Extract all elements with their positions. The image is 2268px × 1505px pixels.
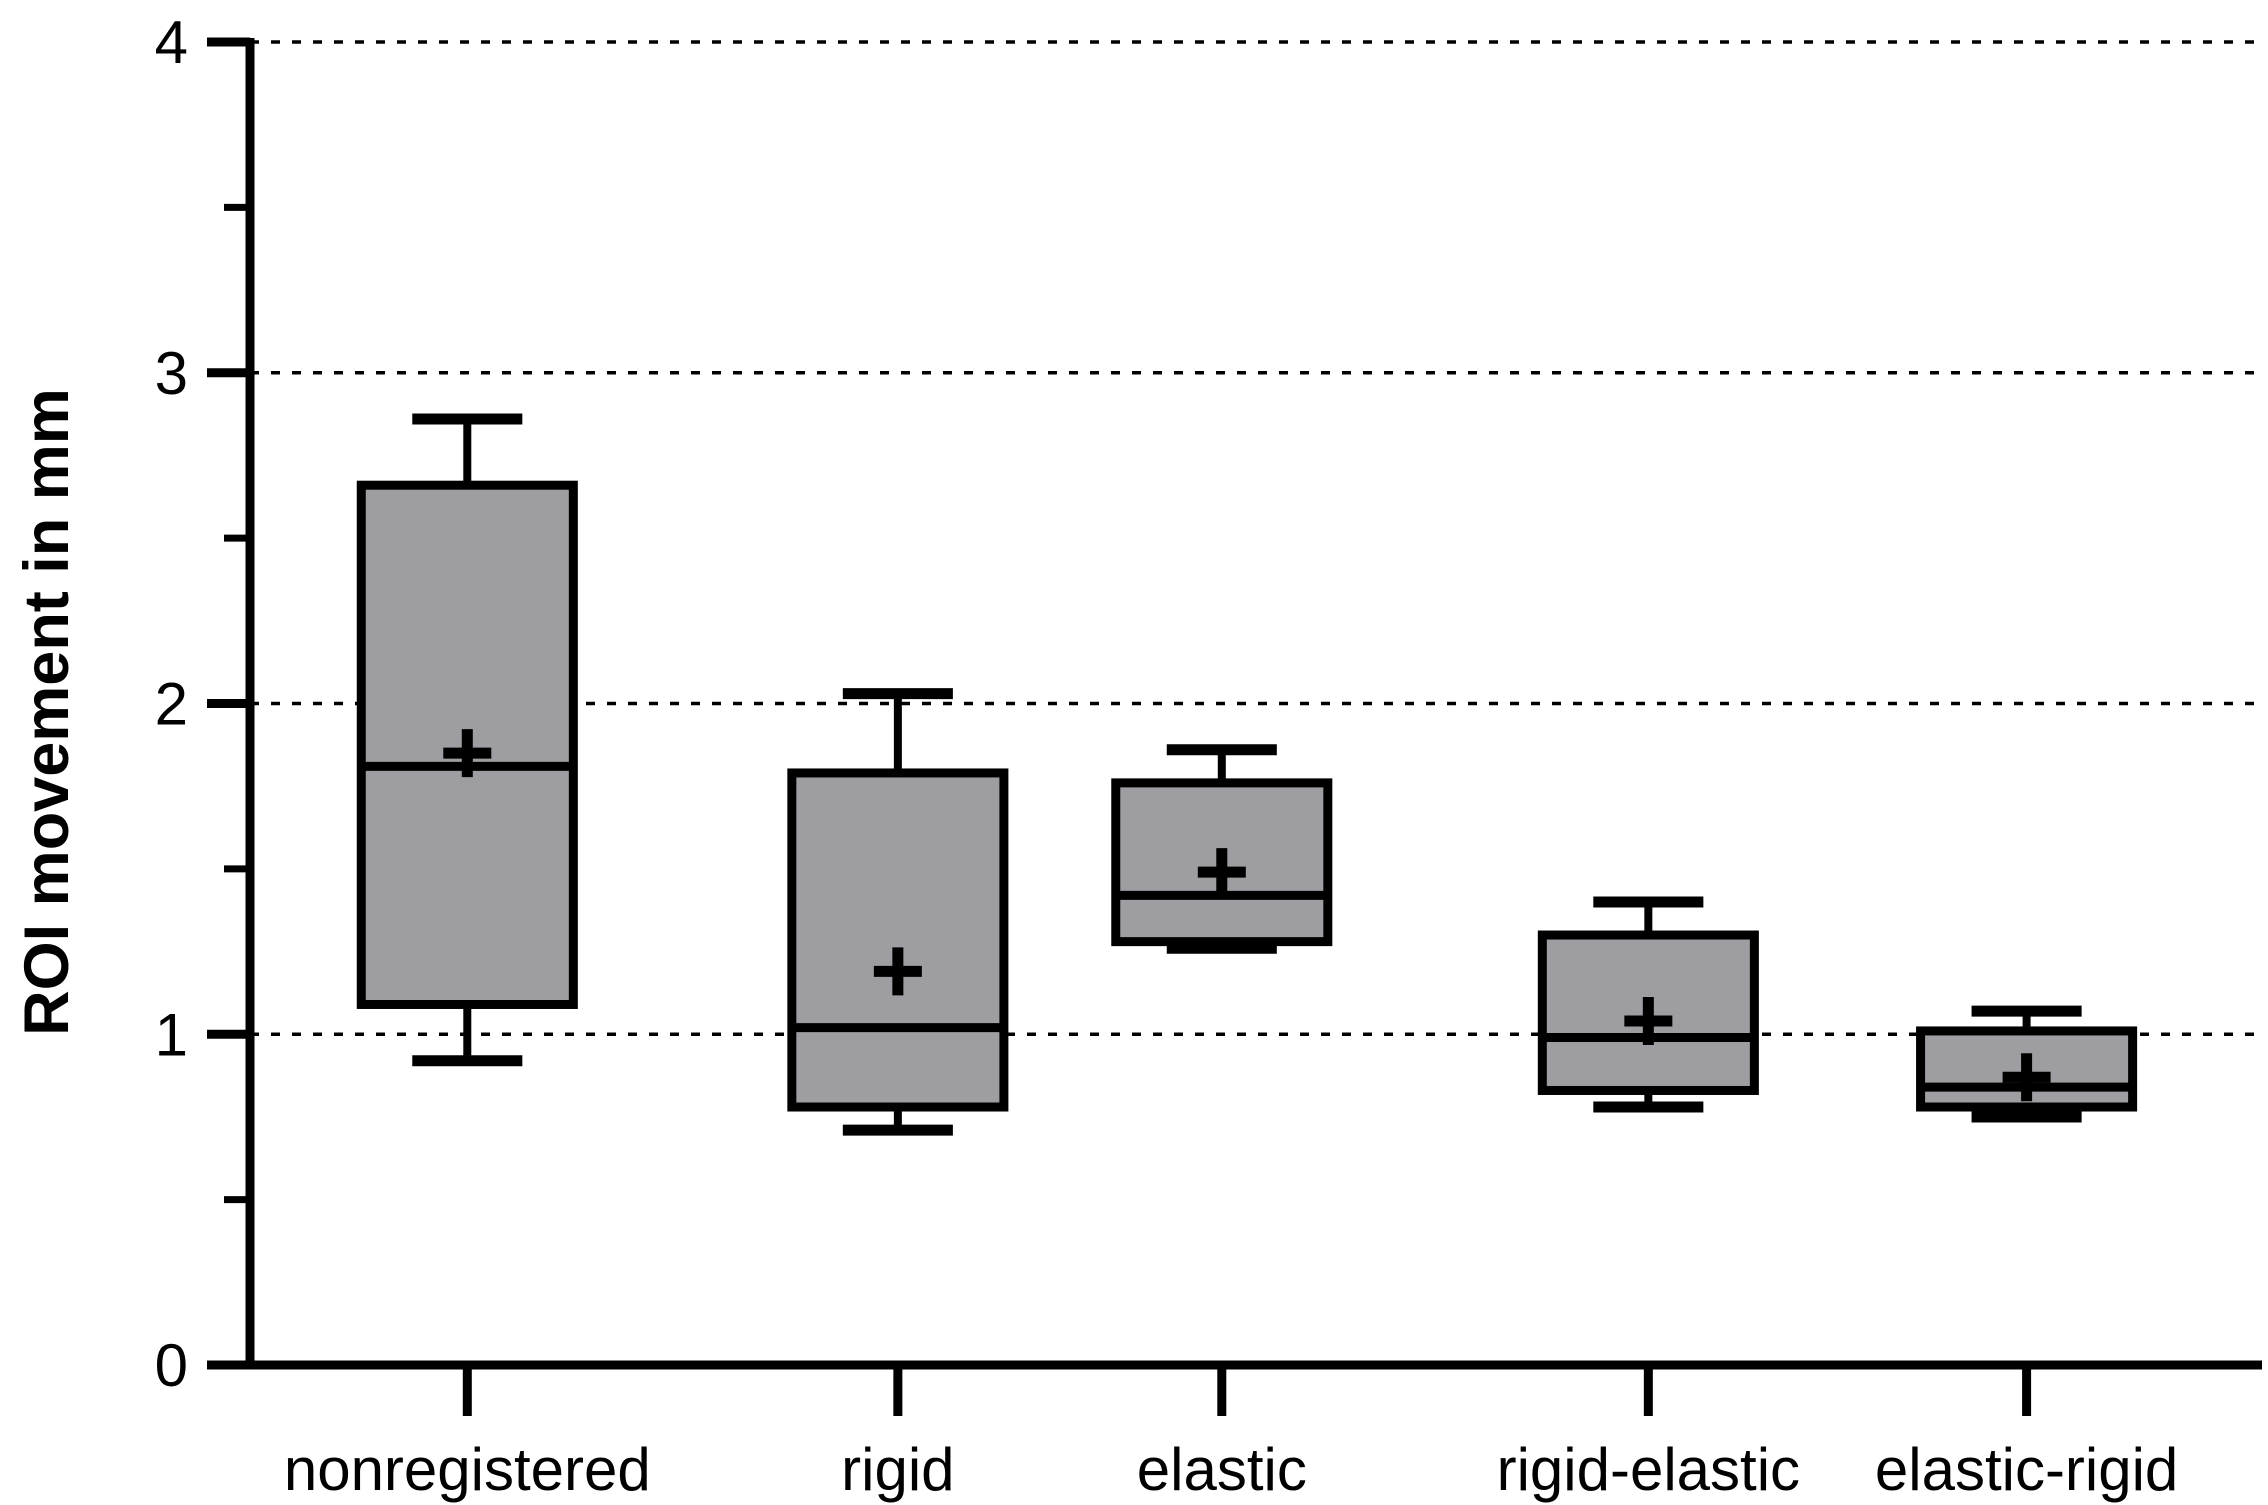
box-rigid [787, 768, 1009, 1112]
y-tick-label: 1 [155, 1001, 188, 1068]
y-tick-label: 3 [155, 340, 188, 407]
x-tick-label: rigid [841, 1436, 954, 1503]
x-tick-label: rigid-elastic [1497, 1436, 1800, 1503]
x-tick-label: nonregistered [284, 1436, 651, 1503]
x-tick-label: elastic-rigid [1875, 1436, 2178, 1503]
y-tick-label: 2 [155, 671, 188, 738]
x-tick-label: elastic [1137, 1436, 1307, 1503]
y-tick-label: 4 [155, 9, 188, 76]
y-tick-label: 0 [155, 1332, 188, 1399]
